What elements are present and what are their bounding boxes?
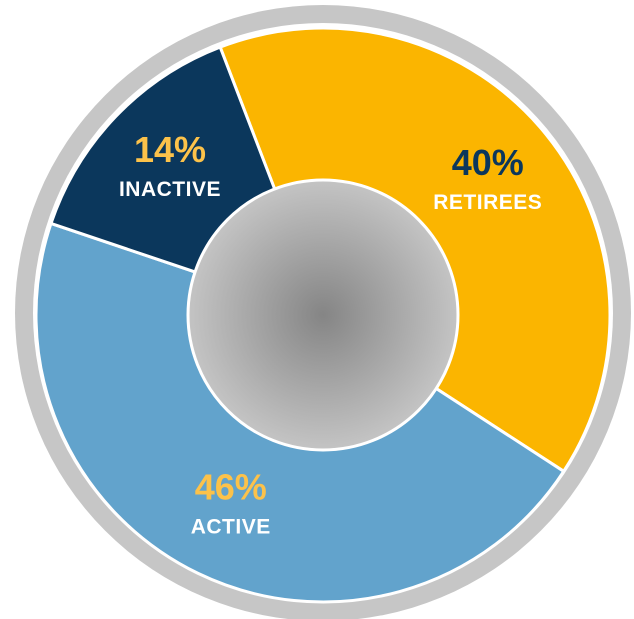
labels: 40% RETIREES 46% ACTIVE 14% INACTIVE	[119, 129, 542, 539]
value-label: 14%	[134, 129, 206, 170]
category-label: ACTIVE	[191, 515, 271, 538]
category-label: INACTIVE	[119, 178, 221, 201]
donut-hole	[186, 178, 460, 452]
category-label: RETIREES	[433, 191, 542, 214]
value-label: 46%	[195, 466, 267, 507]
value-label: 40%	[452, 142, 524, 183]
